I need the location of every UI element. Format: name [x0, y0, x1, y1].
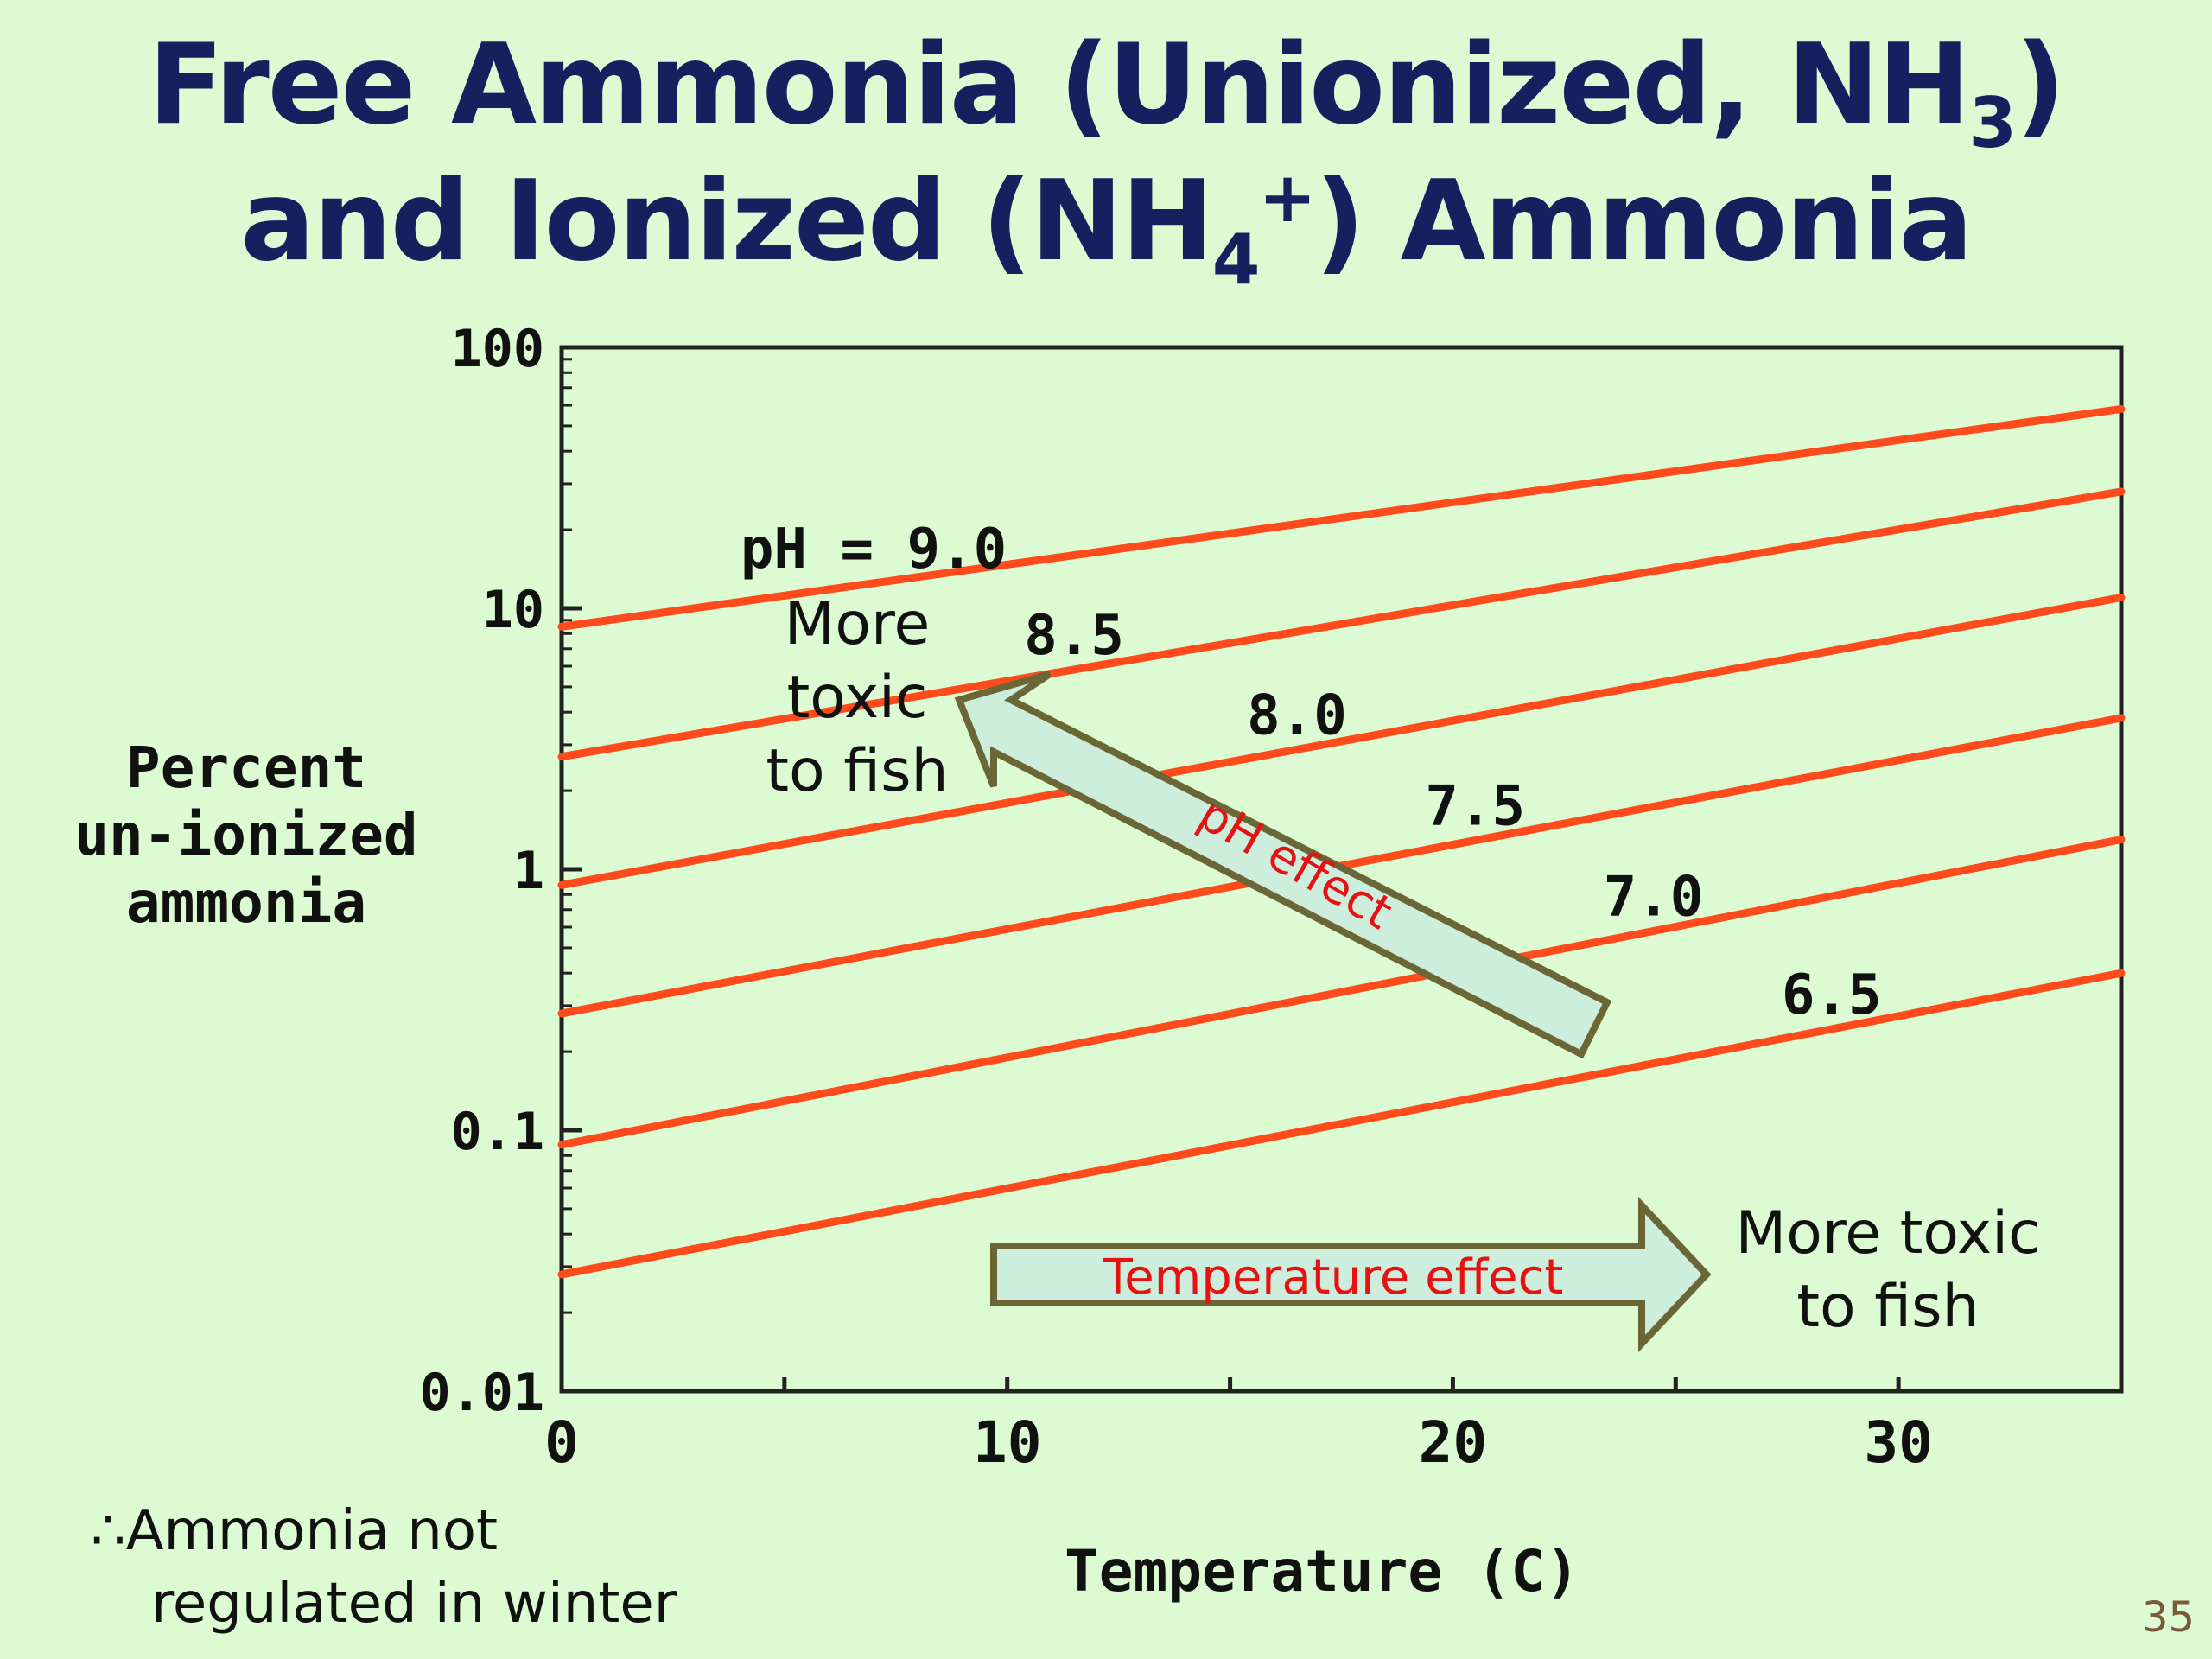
series-line-ph-8.5: [557, 487, 2126, 761]
winter-note-line-2: regulated in winter: [151, 1572, 677, 1636]
title-line-1-text: Free Ammonia (Unionized, NH: [148, 21, 1970, 149]
series-line-ph-8.0: [557, 593, 2126, 889]
title-subscript-3: 3: [1968, 83, 2017, 163]
ph-effect-arrow: [954, 671, 1612, 1059]
y-tick-label: 10: [482, 580, 544, 640]
chart-series-labels: pH = 9.0 8.5 8.0 7.5 7.0 6.5: [741, 518, 1882, 1027]
y-tick-label: 0.01: [420, 1363, 545, 1423]
title-line-2-text: and Ionized (NH: [240, 157, 1213, 286]
y-tick-label: 1: [513, 841, 544, 901]
series-label-ph-9.0: pH = 9.0: [741, 518, 1007, 582]
series-line-ph-9.0: [557, 404, 2126, 631]
y-axis-label-line-2: un-ionized: [74, 802, 418, 868]
title-line-2-close: ) Ammonia: [1314, 157, 1974, 286]
title-line-2: and Ionized (NH4+) Ammonia: [0, 154, 2212, 295]
title-line-1-close: ): [2015, 21, 2065, 149]
x-tick-label: 10: [973, 1409, 1041, 1476]
more-toxic-ph-line-3: to fish: [766, 737, 948, 805]
x-axis-label: Temperature (C): [1064, 1538, 1580, 1605]
x-tick-label: 30: [1864, 1409, 1932, 1476]
more-toxic-temp-line-1: More toxic: [1736, 1199, 2041, 1268]
series-label-ph-8.5: 8.5: [1024, 604, 1124, 668]
series-label-ph-6.5: 6.5: [1782, 963, 1882, 1027]
title-line-1: Free Ammonia (Unionized, NH3): [0, 17, 2212, 158]
more-toxic-ph-line-2: toxic: [787, 664, 928, 732]
winter-note-line-1: ∴Ammonia not: [91, 1499, 499, 1563]
title-superscript-plus: +: [1258, 157, 1316, 238]
winter-note: ∴Ammonia not regulated in winter: [91, 1495, 677, 1640]
chart-annotations: pH effect Temperature effect More toxic …: [766, 590, 2041, 1353]
temperature-effect-label: Temperature effect: [1103, 1249, 1564, 1306]
page-number: 35: [2141, 1593, 2195, 1642]
series-line-ph-6.5: [557, 969, 2126, 1279]
series-label-ph-7.0: 7.0: [1604, 866, 1704, 930]
series-label-ph-7.5: 7.5: [1425, 775, 1525, 839]
temperature-effect-arrow: [990, 1196, 1712, 1353]
y-tick-label: 0.1: [451, 1102, 544, 1162]
y-tick-label: 100: [451, 319, 544, 379]
more-toxic-ph-line-1: More: [785, 590, 931, 658]
y-axis-label: Percent un-ionized ammonia: [35, 734, 458, 937]
x-tick-label: 0: [544, 1409, 579, 1476]
y-axis-label-line-3: ammonia: [125, 869, 367, 936]
slide-title: Free Ammonia (Unionized, NH3) and Ionize…: [0, 17, 2212, 295]
series-label-ph-8.0: 8.0: [1247, 683, 1347, 747]
title-subscript-4: 4: [1211, 219, 1261, 300]
y-axis-label-line-1: Percent: [125, 734, 367, 801]
series-line-ph-7.0: [557, 836, 2126, 1149]
x-tick-label: 20: [1419, 1409, 1487, 1476]
chart-axes: 100 10 1 0.1 0.010 10 20 30: [420, 319, 2124, 1476]
more-toxic-temp-line-2: to fish: [1796, 1273, 1979, 1341]
